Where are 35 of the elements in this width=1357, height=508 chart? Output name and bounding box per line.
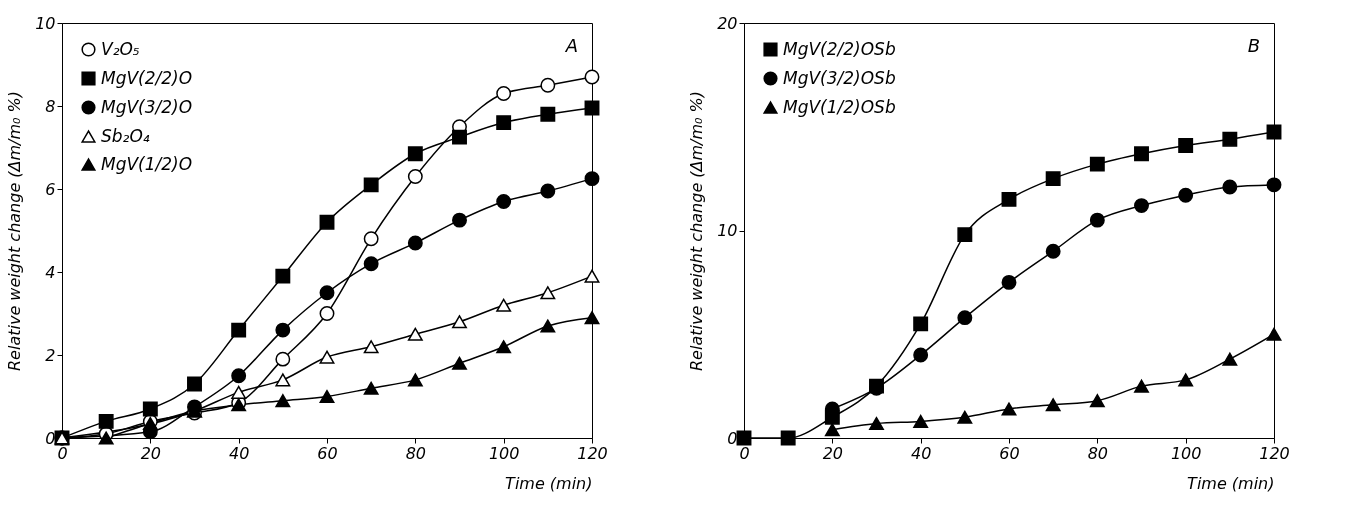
legend-label: MgV(1/2)O — [101, 153, 193, 174]
y-axis-title: Relative weight change (Δm/m₀ %) — [687, 90, 707, 372]
x-tick-label: 20 — [822, 443, 844, 463]
y-tick-label: 0 — [45, 428, 56, 448]
y-tick-label: 8 — [45, 96, 56, 116]
x-tick-label: 100 — [488, 443, 520, 463]
x-tick-label: 80 — [1087, 443, 1109, 463]
y-axis-title: Relative weight change (Δm/m₀ %) — [5, 90, 25, 372]
y-tick-label: 0 — [727, 428, 738, 448]
x-tick-label: 40 — [228, 443, 250, 463]
y-tick-label: 20 — [717, 13, 738, 33]
legend-label: V₂O₅ — [101, 38, 140, 59]
annotation: A — [564, 35, 578, 56]
x-tick-label: 100 — [1170, 443, 1202, 463]
y-tick-label: 6 — [45, 179, 56, 199]
annotation: B — [1247, 35, 1260, 56]
y-tick-label: 10 — [717, 221, 738, 240]
legend-label: MgV(2/2)OSb — [783, 38, 896, 59]
x-tick-label: 60 — [317, 443, 338, 463]
legend-label: MgV(3/2)OSb — [783, 67, 896, 88]
x-tick-label: 120 — [1259, 443, 1290, 463]
y-tick-label: 2 — [45, 345, 56, 365]
x-tick-label: 20 — [140, 443, 162, 463]
y-tick-label: 4 — [45, 262, 56, 282]
legend-label: MgV(2/2)O — [101, 67, 193, 88]
legend-label: MgV(3/2)O — [101, 96, 193, 117]
x-tick-label: 60 — [999, 443, 1020, 463]
y-tick-label: 10 — [35, 13, 56, 33]
x-tick-label: 120 — [577, 443, 608, 463]
x-axis-title: Time (min) — [1187, 473, 1275, 493]
x-tick-label: 40 — [910, 443, 932, 463]
x-axis-title: Time (min) — [505, 473, 593, 493]
legend-label: MgV(1/2)OSb — [783, 96, 896, 117]
x-tick-label: 80 — [405, 443, 427, 463]
legend-label: Sb₂O₄ — [101, 125, 150, 146]
